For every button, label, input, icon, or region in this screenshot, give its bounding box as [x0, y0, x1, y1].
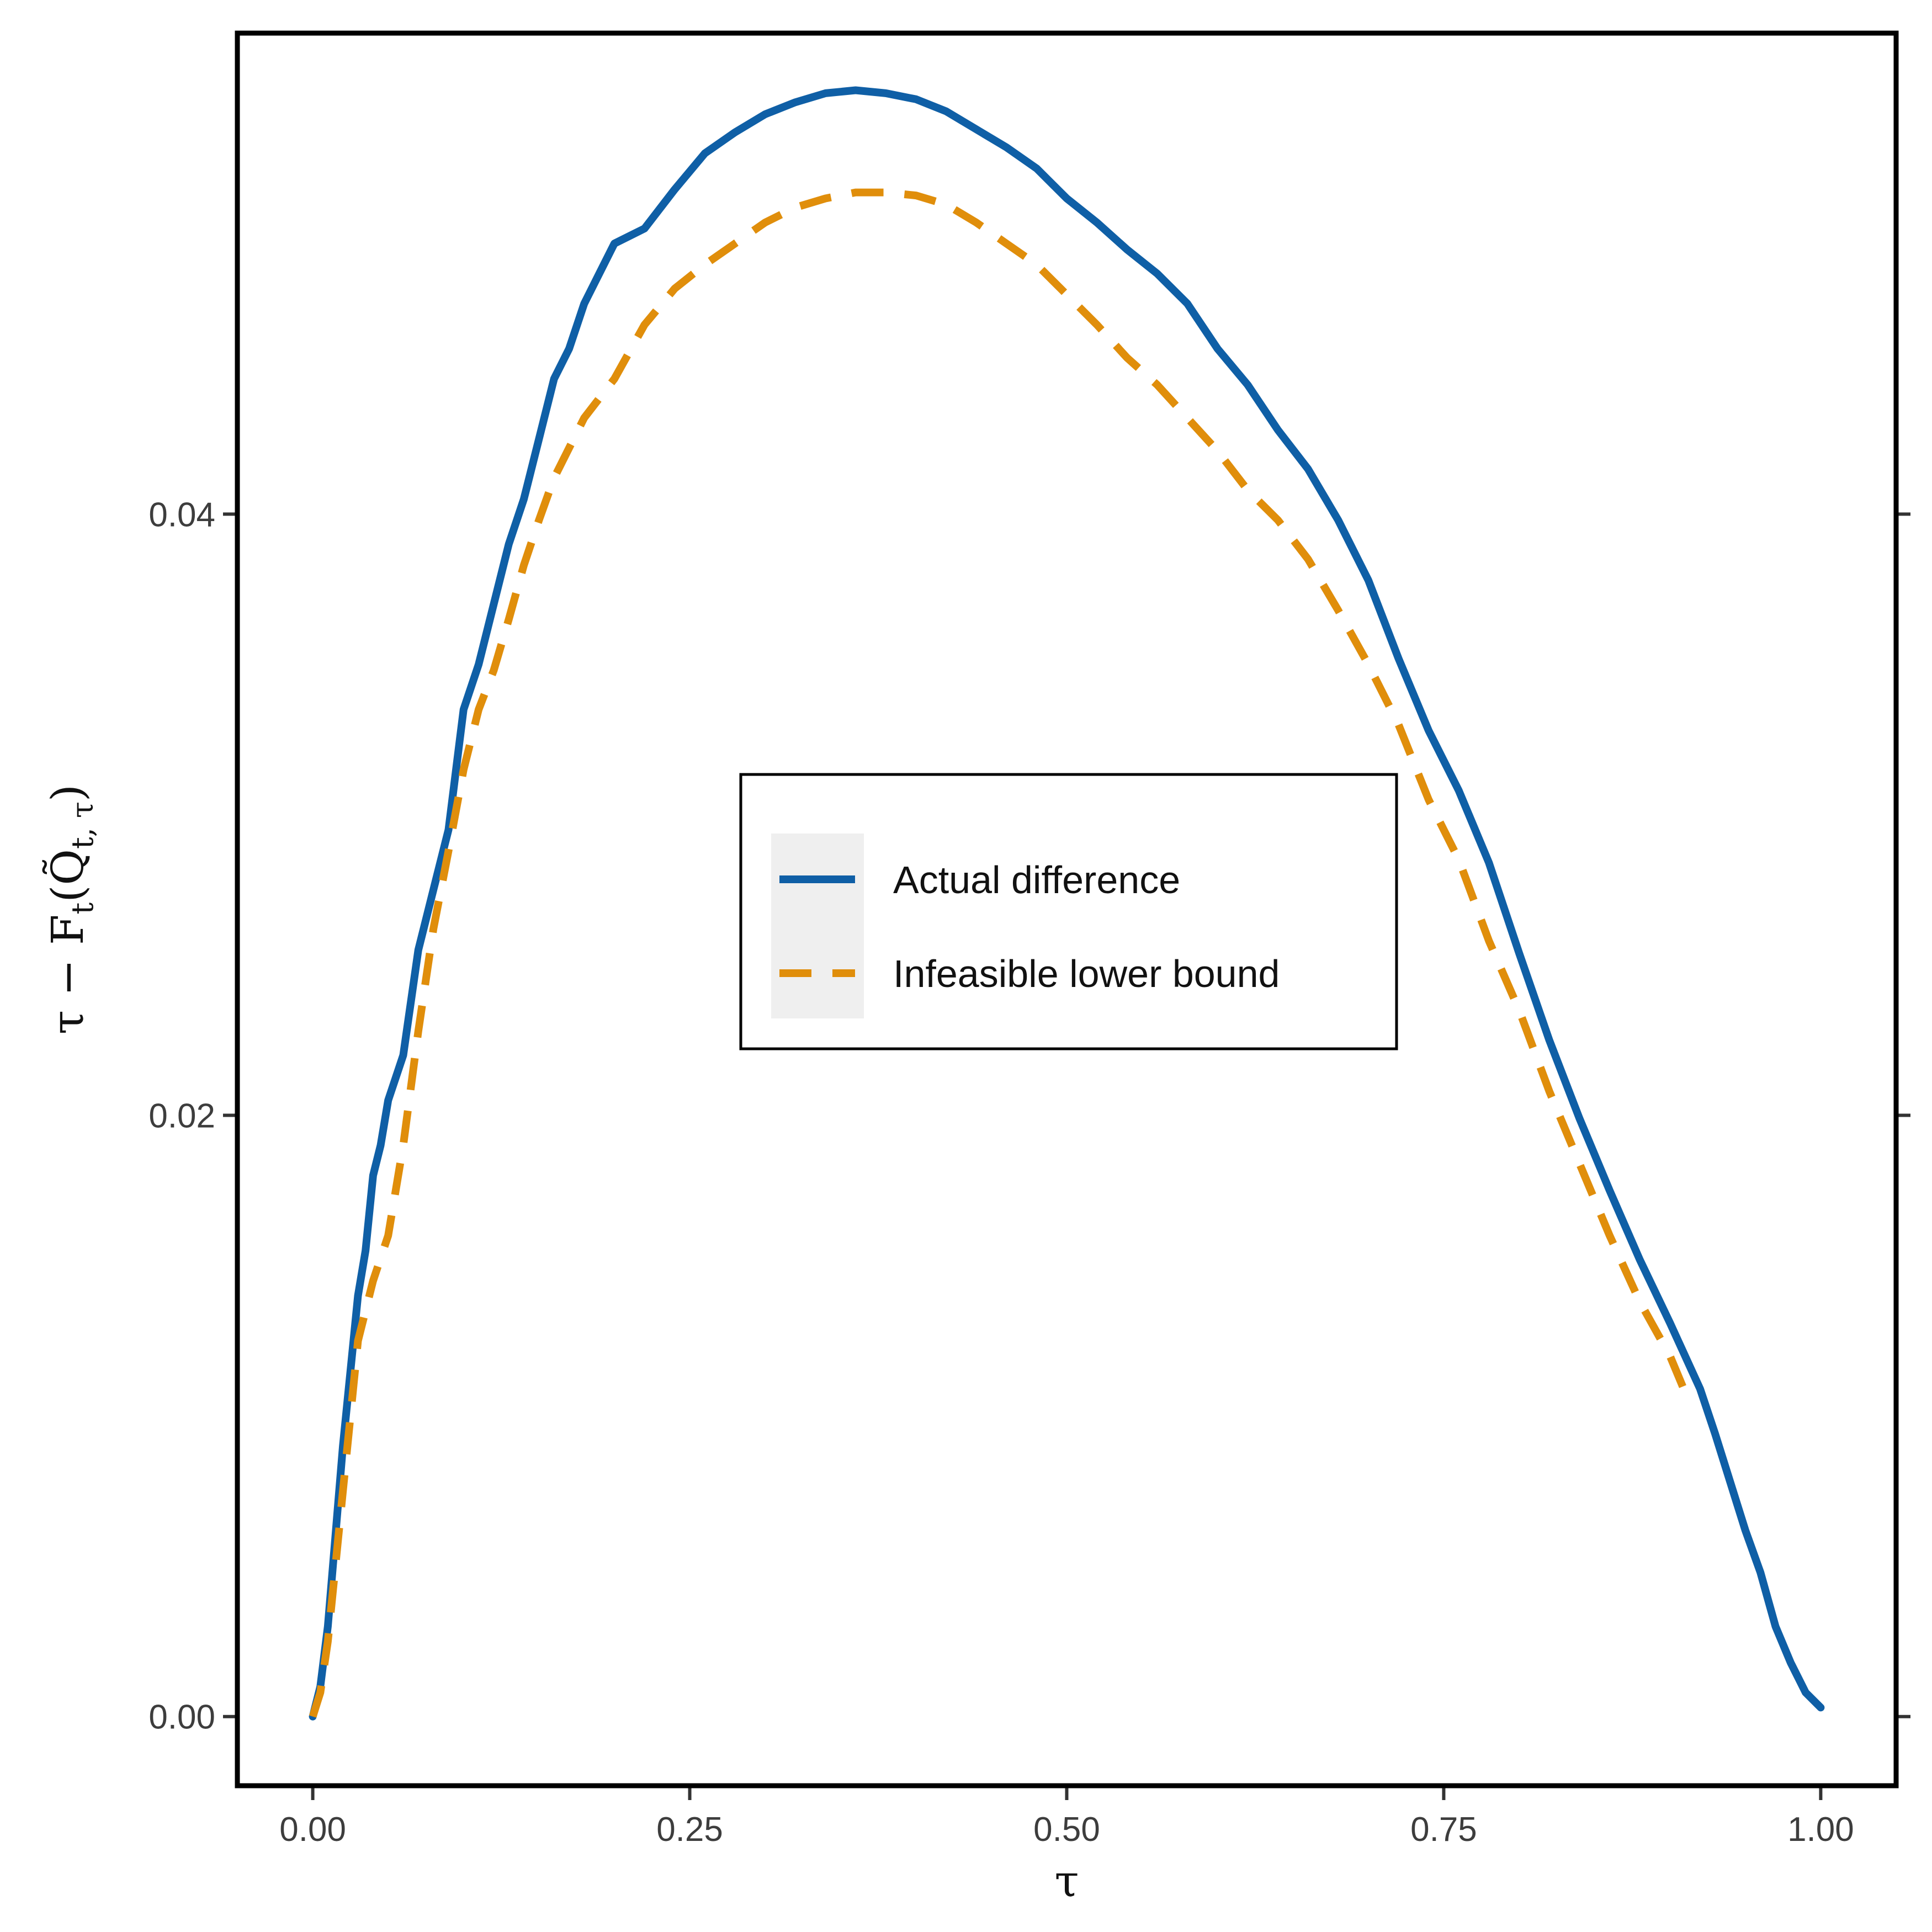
y-axis-title-close: ) — [42, 784, 93, 802]
y-axis-title-sub2: t, τ — [65, 802, 100, 849]
x-tick-label: 0.00 — [279, 1811, 346, 1849]
x-axis-title: τ — [1054, 1855, 1079, 1907]
x-tick-label: 0.25 — [656, 1811, 723, 1849]
y-axis-title-main: τ − F — [42, 914, 93, 1034]
y-axis-title-open: (Q̃ — [41, 849, 93, 903]
legend-label-infeasible-lower-bound: Infeasible lower bound — [893, 952, 1280, 995]
series-layer — [309, 86, 1825, 1721]
y-axis-title: τ − Ft(Q̃t, τ) — [41, 784, 100, 1034]
x-tick-label: 0.50 — [1033, 1811, 1100, 1849]
y-tick-label: 0.00 — [148, 1699, 215, 1737]
y-tick-label: 0.04 — [148, 496, 215, 534]
series-line-1 — [309, 188, 1689, 1718]
series-line-0 — [309, 86, 1825, 1721]
axis-layer: 0.00 0.25 0.50 0.75 1.00 0.00 0.02 0.04 — [148, 496, 1910, 1849]
legend-label-actual-difference: Actual difference — [893, 858, 1180, 901]
legend-key-background — [771, 834, 864, 1018]
x-tick-label: 1.00 — [1787, 1811, 1854, 1849]
x-tick-label: 0.75 — [1410, 1811, 1477, 1849]
plot-frame — [235, 30, 1899, 1788]
legend: Actual difference Infeasible lower bound — [739, 773, 1398, 1050]
y-tick-label: 0.02 — [148, 1097, 215, 1135]
y-axis-title-sub: t — [65, 902, 100, 914]
